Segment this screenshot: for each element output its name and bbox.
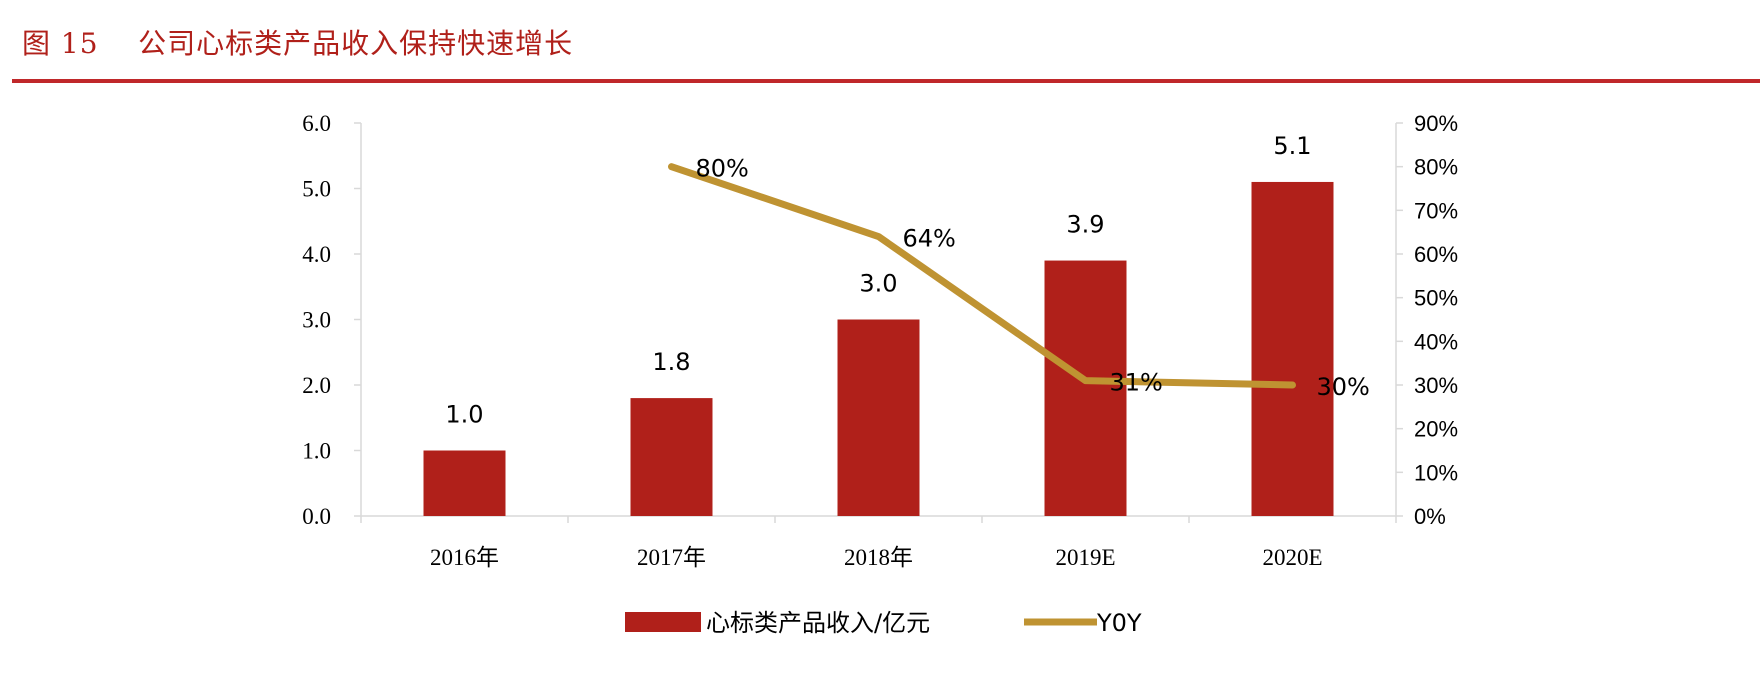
bar-data-label: 5.1 — [1273, 132, 1311, 160]
line-data-label: 80% — [696, 155, 749, 183]
left-tick-label: 0.0 — [302, 504, 331, 529]
figure-title: 图 15 公司心标类产品收入保持快速增长 — [22, 27, 574, 60]
bar-data-label: 3.0 — [859, 270, 897, 298]
left-tick-label: 1.0 — [302, 439, 331, 464]
line-data-label: 64% — [903, 225, 956, 253]
right-tick-label: 0% — [1414, 504, 1446, 529]
left-tick-label: 3.0 — [302, 308, 331, 333]
x-tick-label: 2020E — [1262, 545, 1322, 570]
left-tick-label: 6.0 — [302, 111, 331, 136]
right-tick-label: 80% — [1414, 155, 1458, 180]
bar-2020E — [1251, 181, 1334, 516]
legend-bar-swatch — [625, 612, 701, 632]
x-tick-label: 2016年 — [430, 545, 499, 570]
bar-2017年 — [630, 398, 713, 516]
bar-data-label: 1.0 — [445, 401, 483, 429]
bar-2016年 — [423, 450, 506, 516]
x-tick-label: 2017年 — [637, 545, 706, 570]
right-tick-label: 30% — [1414, 373, 1458, 398]
right-tick-label: 50% — [1414, 286, 1458, 311]
line-data-label: 31% — [1110, 369, 1163, 397]
right-tick-label: 40% — [1414, 329, 1458, 354]
right-tick-label: 10% — [1414, 460, 1458, 485]
title-rule — [12, 79, 1760, 83]
x-tick-label: 2019E — [1055, 545, 1115, 570]
right-tick-label: 20% — [1414, 417, 1458, 442]
bar-2018年 — [837, 319, 920, 516]
right-tick-label: 90% — [1414, 111, 1458, 136]
left-tick-label: 5.0 — [302, 177, 331, 202]
legend-line-label: Y0Y — [1096, 609, 1142, 637]
left-tick-label: 4.0 — [302, 242, 331, 267]
left-tick-label: 2.0 — [302, 373, 331, 398]
right-tick-label: 70% — [1414, 198, 1458, 223]
legend-bar-label: 心标类产品收入/亿元 — [706, 609, 930, 637]
bar-data-label: 3.9 — [1066, 211, 1104, 239]
yoy-line — [668, 163, 1296, 389]
line-data-label: 30% — [1317, 373, 1370, 401]
x-tick-label: 2018年 — [844, 545, 913, 570]
bar-2019E — [1044, 260, 1127, 516]
bar-data-label: 1.8 — [652, 348, 690, 376]
right-tick-label: 60% — [1414, 242, 1458, 267]
